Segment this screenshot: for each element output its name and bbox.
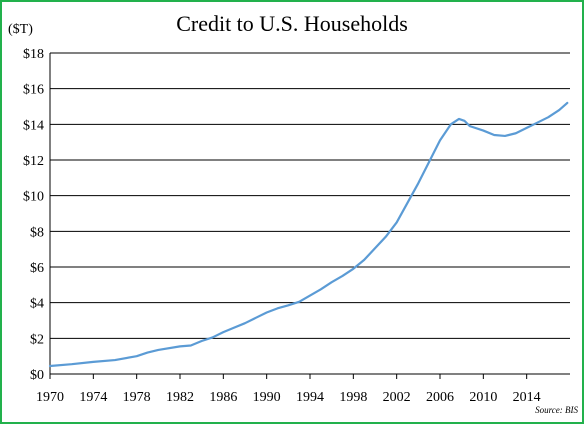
y-tick-label: $0 <box>30 368 44 383</box>
y-tick-label: $10 <box>23 190 44 205</box>
x-tick-label: 1974 <box>79 390 107 405</box>
y-tick-label: $8 <box>30 225 44 240</box>
y-tick-label: $6 <box>30 261 44 276</box>
x-tick-label: 1994 <box>296 390 324 405</box>
y-tick-label: $4 <box>30 297 44 312</box>
source-note: Source: BIS <box>535 405 578 415</box>
y-tick-label: $14 <box>23 118 44 133</box>
x-tick-label: 2014 <box>513 390 541 405</box>
y-axis-unit-label: ($T) <box>8 22 33 37</box>
series <box>48 101 569 368</box>
axes <box>49 53 570 379</box>
y-tick-label: $2 <box>30 332 44 347</box>
x-tick-label: 1978 <box>123 390 151 405</box>
y-tick-label: $16 <box>23 83 44 98</box>
y-tick-label: $12 <box>23 154 44 169</box>
x-tick-label: 1986 <box>209 390 237 405</box>
y-tick-labels: $0 $2 $4 $6 $8 $10 $12 $14 $16 $18 <box>23 47 44 383</box>
x-tick-label: 1970 <box>36 390 64 405</box>
chart-title: Credit to U.S. Households <box>176 11 408 36</box>
x-tick-label: 1998 <box>339 390 367 405</box>
gridlines <box>50 52 570 339</box>
x-tick-labels: 1970 1974 1978 1982 1986 1990 1994 1998 2002 2006… <box>36 390 541 405</box>
x-tick-label: 1982 <box>166 390 194 405</box>
x-tick-label: 2002 <box>383 390 411 405</box>
x-tick-label: 2006 <box>426 390 454 405</box>
series-line-household-credit <box>48 101 569 368</box>
y-tick-label: $18 <box>23 47 44 62</box>
x-tick-label: 2010 <box>469 390 497 405</box>
x-tick-label: 1990 <box>253 390 281 405</box>
